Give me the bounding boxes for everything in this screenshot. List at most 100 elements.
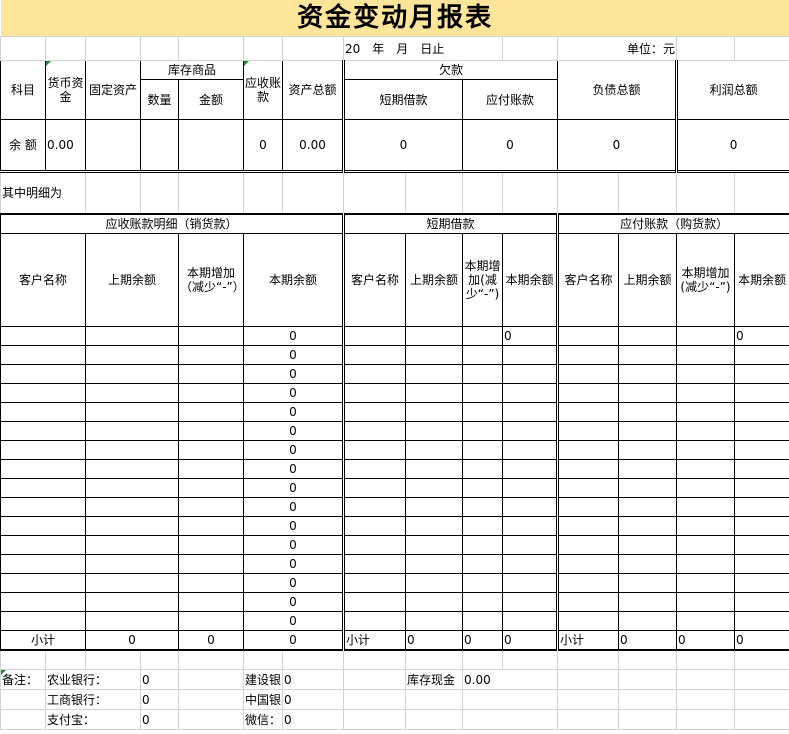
header-qty[interactable]: 数量 [140, 79, 179, 120]
pay-col-change[interactable]: 本期增加(减少“-”) [676, 233, 735, 327]
cell[interactable] [676, 345, 735, 365]
cell[interactable] [0, 554, 86, 574]
loan-col-current[interactable]: 本期余额 [502, 233, 558, 327]
cell[interactable] [85, 364, 179, 384]
cell[interactable] [178, 497, 244, 517]
cell[interactable] [618, 611, 677, 631]
loan-current-balance[interactable] [502, 478, 558, 498]
cell[interactable] [618, 459, 677, 479]
cell[interactable] [462, 459, 503, 479]
empty-cell[interactable] [405, 648, 463, 670]
loan-current-balance[interactable] [502, 554, 558, 574]
rec-col-change[interactable]: 本期增加（减少“-”） [178, 233, 244, 327]
row-label-balance[interactable]: 余 额 [0, 119, 46, 172]
cell[interactable] [676, 440, 735, 460]
pay-current-balance[interactable]: 0 [733, 326, 789, 346]
loan-current-balance[interactable] [502, 440, 558, 460]
note-value[interactable]: 0 [140, 689, 179, 710]
cell[interactable] [0, 383, 86, 403]
pay-current-balance[interactable] [733, 345, 789, 365]
cell[interactable] [618, 383, 677, 403]
cell[interactable] [556, 611, 619, 631]
pay-current-balance[interactable] [733, 364, 789, 384]
subtotal-label[interactable]: 小计 [556, 630, 619, 651]
cell[interactable] [342, 516, 406, 536]
notes-label[interactable]: 备注： [0, 669, 46, 690]
loan-current-balance[interactable]: 0 [502, 326, 558, 346]
header-amount[interactable]: 金额 [178, 79, 244, 120]
rec-current-balance[interactable]: 0 [243, 592, 344, 612]
cell[interactable] [178, 669, 244, 690]
receivable-detail-title[interactable]: 应收账款明细（销货款） [0, 212, 344, 234]
cell[interactable] [405, 497, 463, 517]
cell[interactable] [342, 383, 406, 403]
header-debt[interactable]: 欠款 [342, 60, 558, 80]
cell[interactable] [85, 573, 179, 593]
empty-cell[interactable] [462, 689, 558, 710]
cell[interactable] [556, 516, 619, 536]
cell[interactable] [618, 440, 677, 460]
cell[interactable] [556, 345, 619, 365]
empty-cell[interactable] [140, 648, 179, 670]
rec-current-balance[interactable]: 0 [243, 497, 344, 517]
rec-current-balance[interactable]: 0 [243, 459, 344, 479]
header-total-liabilities[interactable]: 负债总额 [557, 60, 677, 120]
subtotal-value[interactable]: 0 [733, 630, 789, 651]
cell[interactable] [405, 554, 463, 574]
rec-current-balance[interactable]: 0 [243, 516, 344, 536]
cell[interactable] [618, 326, 677, 346]
rec-col-current[interactable]: 本期余额 [243, 233, 344, 327]
note-value[interactable]: 0 [140, 669, 179, 690]
cell[interactable] [85, 497, 179, 517]
loan-current-balance[interactable] [502, 573, 558, 593]
pay-current-balance[interactable] [733, 573, 789, 593]
empty-cell[interactable] [618, 689, 677, 710]
pay-current-balance[interactable] [733, 497, 789, 517]
empty-cell[interactable] [733, 669, 789, 690]
subtotal-value[interactable]: 0 [243, 630, 344, 651]
value-amount[interactable] [178, 119, 244, 172]
cell[interactable] [462, 326, 503, 346]
cell[interactable] [676, 326, 735, 346]
cell[interactable] [676, 592, 735, 612]
value-qty[interactable] [140, 119, 179, 172]
empty-cell[interactable] [243, 648, 283, 670]
cell[interactable] [556, 402, 619, 422]
empty-cell[interactable] [618, 709, 677, 730]
pay-current-balance[interactable] [733, 611, 789, 631]
header-total-profit[interactable]: 利润总额 [674, 60, 789, 120]
cell[interactable] [618, 497, 677, 517]
cell[interactable] [676, 383, 735, 403]
empty-cell[interactable] [502, 648, 558, 670]
cell[interactable] [178, 326, 244, 346]
empty-cell[interactable] [733, 689, 789, 710]
subtotal-value[interactable]: 0 [462, 630, 503, 651]
cell[interactable] [618, 592, 677, 612]
cell[interactable] [556, 364, 619, 384]
cell[interactable] [342, 535, 406, 555]
pay-current-balance[interactable] [733, 459, 789, 479]
cell[interactable] [462, 516, 503, 536]
header-fixed-assets[interactable]: 固定资产 [85, 60, 141, 120]
pay-current-balance[interactable] [733, 554, 789, 574]
cell[interactable] [0, 516, 86, 536]
rec-current-balance[interactable]: 0 [243, 326, 344, 346]
pay-current-balance[interactable] [733, 516, 789, 536]
header-receivable[interactable]: 应收账款 [243, 60, 283, 120]
cell[interactable] [405, 345, 463, 365]
empty-cell[interactable] [676, 689, 735, 710]
cell[interactable] [556, 592, 619, 612]
cell[interactable] [342, 440, 406, 460]
cell[interactable] [462, 364, 503, 384]
loan-current-balance[interactable] [502, 402, 558, 422]
cell[interactable] [618, 345, 677, 365]
cell[interactable] [405, 592, 463, 612]
cell[interactable] [618, 516, 677, 536]
cell[interactable] [405, 459, 463, 479]
cell[interactable] [178, 592, 244, 612]
cell[interactable] [618, 554, 677, 574]
pay-current-balance[interactable] [733, 402, 789, 422]
cell[interactable] [178, 421, 244, 441]
cell[interactable] [178, 402, 244, 422]
cell[interactable] [405, 402, 463, 422]
